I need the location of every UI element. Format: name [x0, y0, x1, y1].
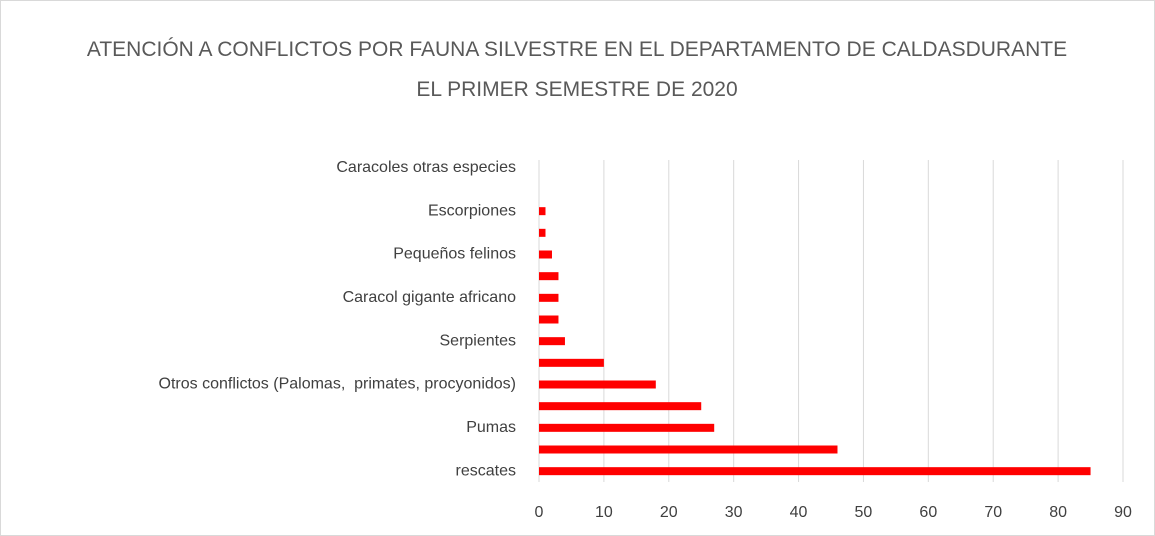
x-tick-label: 60	[919, 504, 937, 521]
x-tick-label: 40	[790, 504, 808, 521]
y-tick-label: Pequeños felinos	[393, 246, 516, 263]
x-tick-label: 30	[725, 504, 743, 521]
bar	[539, 402, 702, 411]
x-tick-label: 80	[1049, 504, 1067, 521]
y-tick-label: Otros conflictos (Palomas, primates, pro…	[159, 376, 516, 393]
bar	[539, 315, 559, 324]
bar	[539, 293, 559, 302]
bar	[539, 445, 838, 454]
x-tick-label: 0	[535, 504, 544, 521]
x-tick-label: 90	[1114, 504, 1132, 521]
bar	[539, 467, 1091, 476]
y-tick-label: Caracoles otras especies	[336, 159, 516, 176]
bar	[539, 272, 559, 281]
y-tick-label: Pumas	[466, 419, 516, 436]
chart-title: ATENCIÓN A CONFLICTOS POR FAUNA SILVESTR…	[86, 38, 1068, 101]
bar	[539, 380, 656, 389]
bar	[539, 423, 715, 432]
y-tick-label: Escorpiones	[428, 202, 516, 219]
bar	[539, 228, 546, 237]
bar	[539, 358, 604, 367]
bar	[539, 337, 565, 346]
bar	[539, 207, 546, 216]
y-tick-label: Serpientes	[440, 332, 517, 349]
y-tick-label: rescates	[456, 462, 516, 479]
y-tick-label: Caracol gigante africano	[343, 289, 517, 306]
x-tick-label: 20	[660, 504, 678, 521]
x-tick-label: 50	[855, 504, 873, 521]
bar	[539, 250, 552, 259]
x-tick-label: 10	[595, 504, 613, 521]
x-tick-label: 70	[984, 504, 1002, 521]
